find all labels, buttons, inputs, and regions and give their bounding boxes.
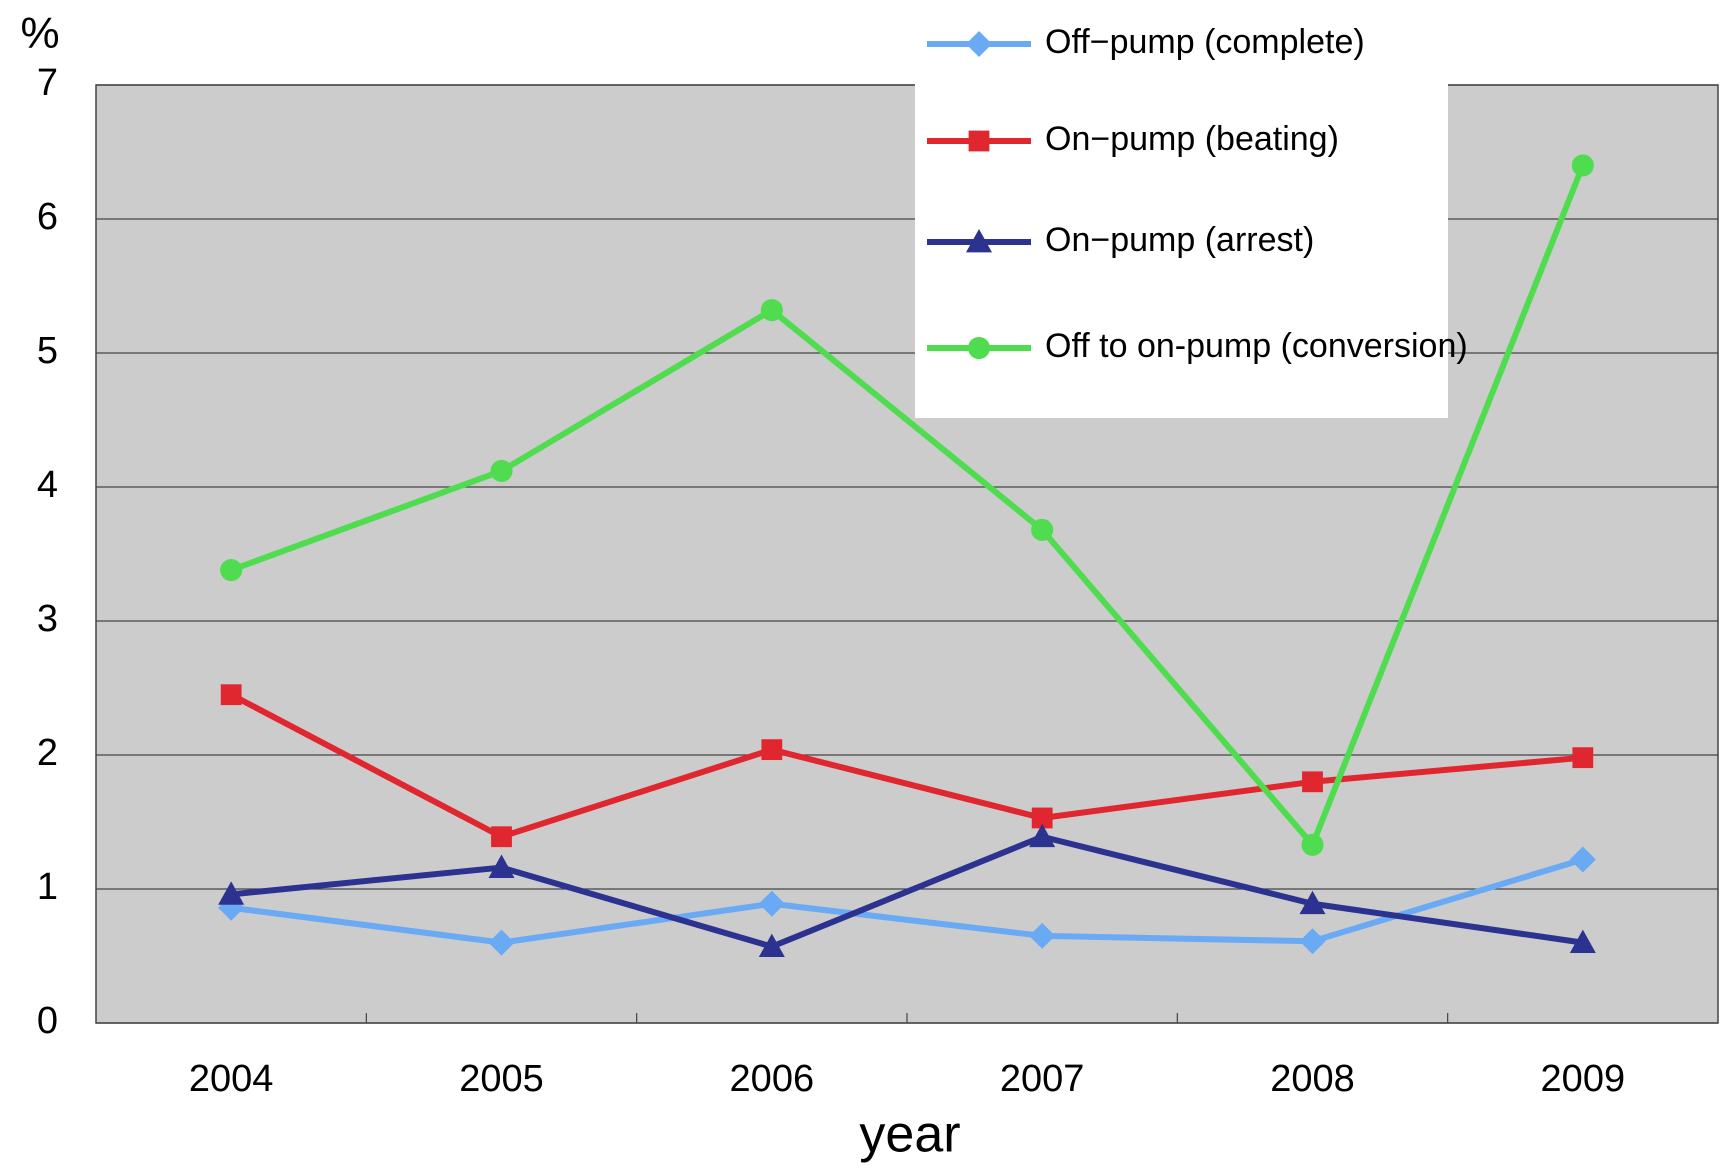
marker (1571, 154, 1594, 177)
legend-marker (967, 336, 991, 360)
legend-marker (968, 130, 990, 152)
legend-label: On−pump (arrest) (1045, 221, 1314, 259)
y-tick-label: 4 (37, 464, 58, 506)
y-tick-label: 2 (37, 732, 58, 774)
x-tick-label: 2007 (1000, 1058, 1085, 1100)
marker (1302, 771, 1323, 793)
marker (220, 559, 243, 582)
marker (1569, 929, 1596, 953)
x-tick-label: 2004 (189, 1058, 274, 1100)
y-tick-label: 6 (37, 196, 58, 238)
marker (758, 933, 785, 958)
marker (1301, 833, 1324, 856)
y-tick-label: 1 (37, 866, 58, 908)
x-tick-label: 2005 (459, 1058, 544, 1100)
marker (1299, 928, 1326, 955)
x-axis-label: year (859, 1106, 960, 1164)
marker (760, 299, 783, 322)
marker (1572, 747, 1594, 769)
marker (758, 890, 785, 917)
marker (220, 684, 242, 706)
legend-label: On−pump (beating) (1045, 120, 1339, 158)
x-tick-label: 2009 (1541, 1058, 1626, 1100)
legend-label: Off to on-pump (conversion) (1045, 327, 1468, 365)
y-tick-label: 0 (37, 1000, 58, 1042)
legend-label: Off−pump (complete) (1045, 23, 1365, 61)
series-line (230, 856, 1584, 946)
marker (1031, 518, 1054, 541)
marker (490, 459, 513, 482)
y-tick-label: 5 (37, 330, 58, 372)
marker (761, 739, 783, 761)
marker (1299, 890, 1326, 915)
y-axis-label: % (20, 9, 59, 58)
legend-box (915, 80, 1448, 418)
marker (488, 929, 515, 956)
marker (1031, 807, 1053, 829)
marker (1029, 823, 1056, 848)
legend-marker (966, 229, 992, 253)
marker (488, 854, 515, 878)
series-line (230, 164, 1586, 848)
legend-marker (966, 31, 992, 57)
marker (1029, 922, 1056, 949)
marker (491, 826, 512, 848)
marker (1569, 846, 1596, 873)
x-tick-label: 2006 (730, 1058, 815, 1100)
x-tick-label: 2008 (1270, 1058, 1355, 1100)
marker (218, 881, 245, 905)
series-line (230, 833, 1584, 950)
y-tick-label: 7 (37, 62, 58, 104)
y-tick-label: 3 (37, 598, 58, 640)
series-line (229, 692, 1584, 840)
